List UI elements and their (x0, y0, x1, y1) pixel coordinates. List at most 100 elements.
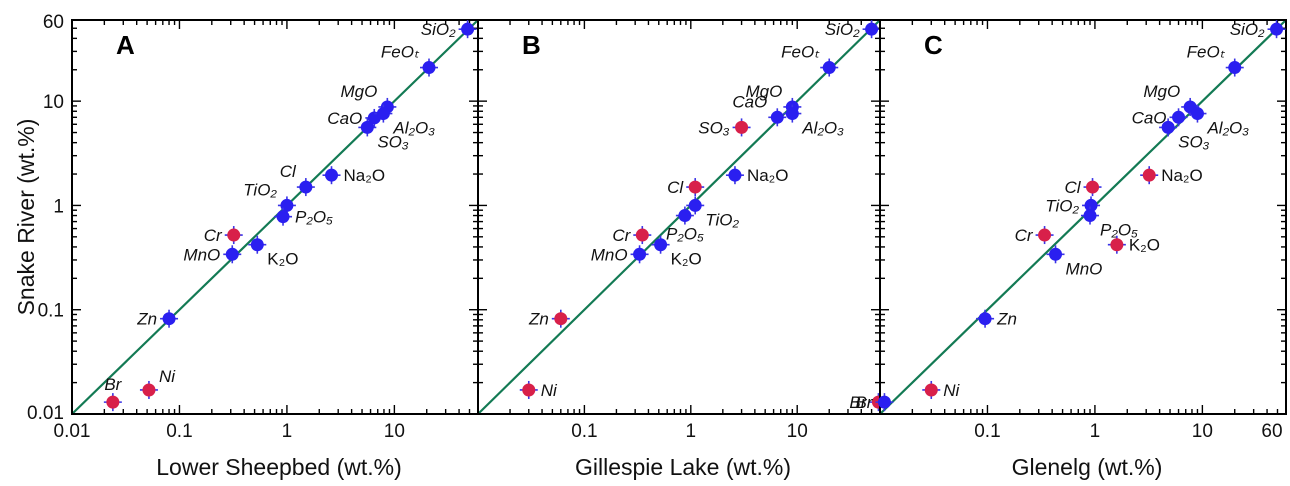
x-tick-label: 10 (1192, 421, 1213, 442)
data-point: SO₃ (698, 118, 751, 137)
point-label: P₂O₅ (295, 208, 333, 227)
data-point: MnO (183, 245, 242, 264)
point-marker (635, 228, 649, 242)
x-tick-label: 1 (686, 421, 697, 442)
point-label: FeOₜ (381, 43, 420, 62)
data-point: MnO (1046, 245, 1102, 278)
point-label: Na₂O (747, 166, 789, 185)
point-label: Zn (528, 310, 549, 329)
data-point: CaO (732, 92, 787, 127)
point-marker (1270, 22, 1284, 36)
point-label: Ni (943, 381, 960, 400)
point-label: Cl (667, 178, 684, 197)
panel-letter: A (116, 30, 135, 60)
data-point: SiO₂ (825, 20, 881, 39)
point-label: CaO (732, 92, 767, 111)
point-label: Zn (136, 310, 157, 329)
data-point: Na₂O (725, 166, 789, 185)
point-label: TiO₂ (705, 210, 739, 229)
point-marker (654, 238, 668, 252)
y-tick-label: 0.1 (38, 301, 64, 322)
point-label: MgO (745, 82, 782, 101)
data-point: P₂O₅ (1081, 206, 1138, 240)
point-marker (1038, 228, 1052, 242)
x-tick-label: 1 (1090, 421, 1101, 442)
point-marker (1161, 120, 1175, 134)
point-marker (877, 395, 891, 409)
point-label: Na₂O (1161, 166, 1203, 185)
point-label: CaO (327, 109, 362, 128)
point-marker (865, 22, 879, 36)
x-tick-label: 0.1 (166, 421, 192, 442)
point-marker (735, 120, 749, 134)
y-tick-label: 1 (53, 196, 64, 217)
data-point: TiO₂ (686, 196, 739, 229)
y-tick-label: 0.01 (27, 403, 64, 424)
data-point: SO₃ (1159, 118, 1210, 151)
data-point: CaO (327, 108, 384, 128)
plot-frame (879, 19, 1287, 415)
y-tick-label: 10 (43, 92, 64, 113)
point-label: MgO (1143, 82, 1180, 101)
point-label: SO₃ (377, 132, 409, 151)
point-label: FeOₜ (1187, 43, 1226, 62)
point-label: MgO (340, 82, 377, 101)
point-label: Cr (612, 226, 631, 245)
point-marker (688, 180, 702, 194)
data-point: P₂O₅ (274, 207, 333, 227)
point-marker (924, 383, 938, 397)
point-label: Cl (1064, 178, 1081, 197)
point-marker (276, 210, 290, 224)
data-point: SiO₂ (421, 20, 477, 39)
point-marker (376, 107, 390, 121)
point-label: Ni (541, 381, 558, 400)
data-point: Cr (1015, 226, 1054, 245)
data-point: Cl (280, 162, 315, 197)
x-tick-label: 60 (1261, 421, 1282, 442)
data-point: FeOₜ (781, 43, 839, 77)
x-tick-label: 0.1 (571, 421, 597, 442)
point-marker (325, 168, 339, 182)
data-point: K₂O (248, 235, 298, 269)
panel-a: 0.01 0.1 1 10 0.01 0.1 1 10 60 Snake River (wt.%)… (13, 12, 479, 480)
data-point: Al₂O₃ (783, 104, 844, 138)
point-label: Ni (159, 367, 176, 386)
one-to-one-line (879, 19, 1287, 415)
point-marker (770, 110, 784, 124)
point-label: SiO₂ (421, 20, 456, 39)
point-label: SiO₂ (825, 20, 860, 39)
data-point: Zn (136, 309, 179, 329)
y-axis-label: Snake River (wt.%) (13, 119, 39, 316)
data-point: FeOₜ (381, 43, 439, 77)
point-label: SiO₂ (1230, 20, 1265, 39)
point-marker (162, 312, 176, 326)
data-point: Na₂O (1140, 166, 1203, 185)
point-label: FeOₜ (781, 43, 820, 62)
point-marker (785, 107, 799, 121)
x-axis-label: Glenelg (wt.%) (1012, 454, 1163, 480)
point-marker (1190, 107, 1204, 121)
point-marker (688, 198, 702, 212)
x-tick-label: 10 (384, 421, 405, 442)
data-point: CaO (1132, 108, 1188, 127)
data-point: Br (103, 375, 123, 412)
point-marker (522, 383, 536, 397)
x-tick-label: 0.01 (54, 421, 91, 442)
x-tick-label: 10 (787, 421, 808, 442)
data-point: TiO₂ (243, 180, 296, 215)
point-marker (1228, 61, 1242, 75)
point-marker (461, 22, 475, 36)
x-axis-label: Lower Sheepbed (wt.%) (156, 454, 401, 480)
point-label: Na₂O (344, 166, 386, 185)
data-point: Br (855, 393, 894, 412)
point-marker (678, 209, 692, 223)
point-label: K₂O (671, 250, 702, 269)
data-point: P₂O₅ (666, 206, 704, 244)
panel-letter: B (522, 30, 541, 60)
data-point: Cr (204, 226, 243, 245)
y-tick-label: 60 (43, 12, 64, 33)
point-label: Al₂O₃ (801, 119, 844, 138)
